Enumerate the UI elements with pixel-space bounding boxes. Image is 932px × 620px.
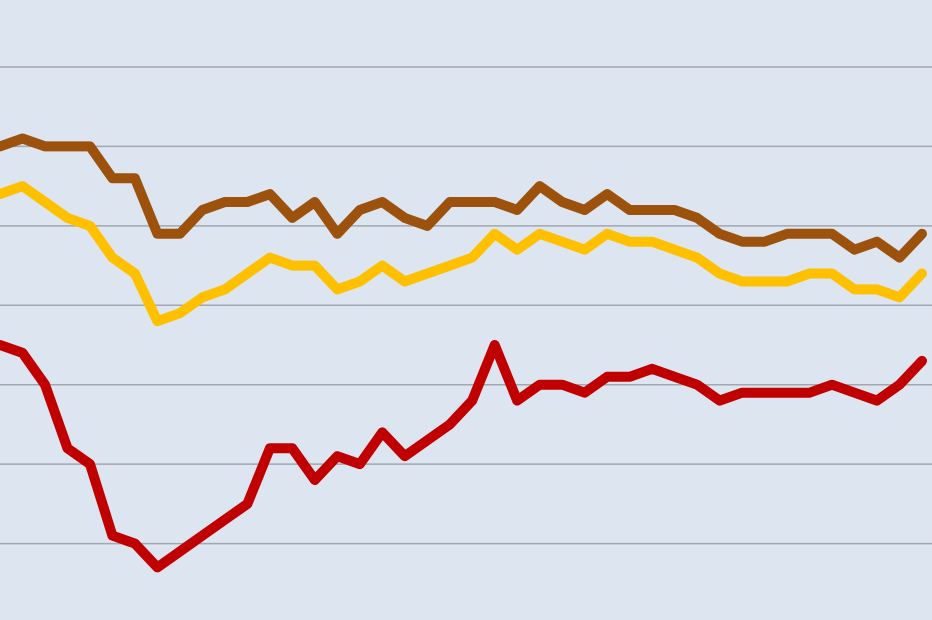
series-line-1 (0, 133, 927, 263)
series-line-2 (0, 181, 927, 327)
series-lines (0, 133, 927, 573)
series-line-3 (0, 340, 927, 573)
